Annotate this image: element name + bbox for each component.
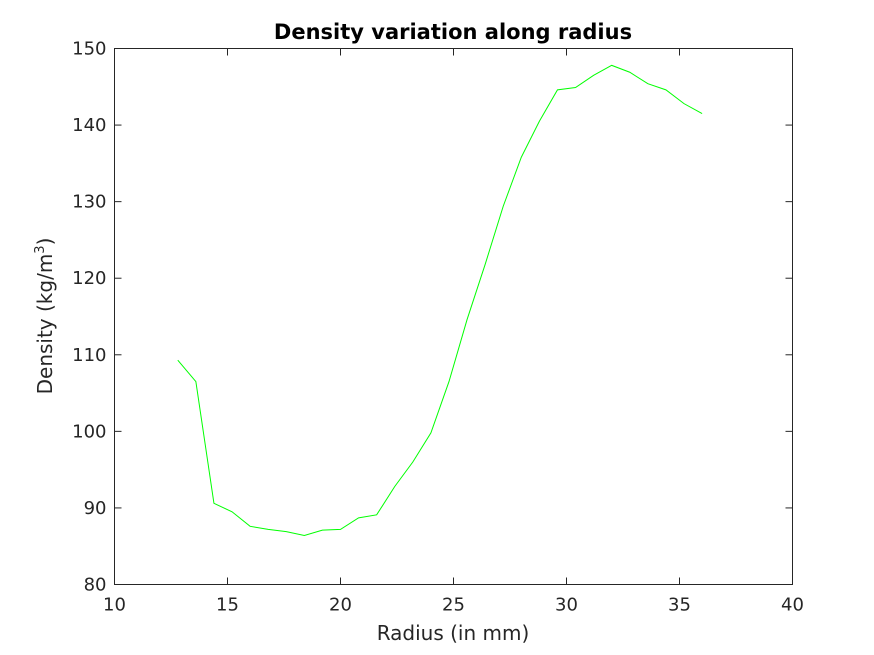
y-tick-label: 80 [84,575,107,596]
y-axis-label: Density (kg/m3) [33,238,57,395]
x-tick-label: 15 [216,595,239,616]
y-axis: 80 90 100 110 120 130 140 150 [72,39,793,596]
y-axis-label-suffix: ) [33,238,57,246]
x-tick-label: 25 [442,595,465,616]
x-axis: 10 15 20 25 30 35 40 [103,48,804,616]
series-layer [177,64,703,537]
x-tick-label: 30 [555,595,578,616]
y-tick-label: 150 [72,39,106,60]
y-tick-label: 130 [72,192,106,213]
y-tick-label: 110 [72,345,106,366]
chart-title: Density variation along radius [274,20,632,44]
y-tick-label: 100 [72,421,106,442]
y-tick-label: 90 [84,498,107,519]
y-tick-label: 140 [72,115,106,136]
y-axis-label-text: Density (kg/m [33,254,57,395]
y-tick-label: 120 [72,268,106,289]
x-tick-label: 35 [668,595,691,616]
x-axis-label: Radius (in mm) [377,621,530,645]
x-tick-label: 40 [781,595,804,616]
density-series-line [177,64,703,537]
x-tick-label: 10 [103,595,126,616]
x-tick-label: 20 [329,595,352,616]
y-axis-label-superscript: 3 [33,245,48,253]
